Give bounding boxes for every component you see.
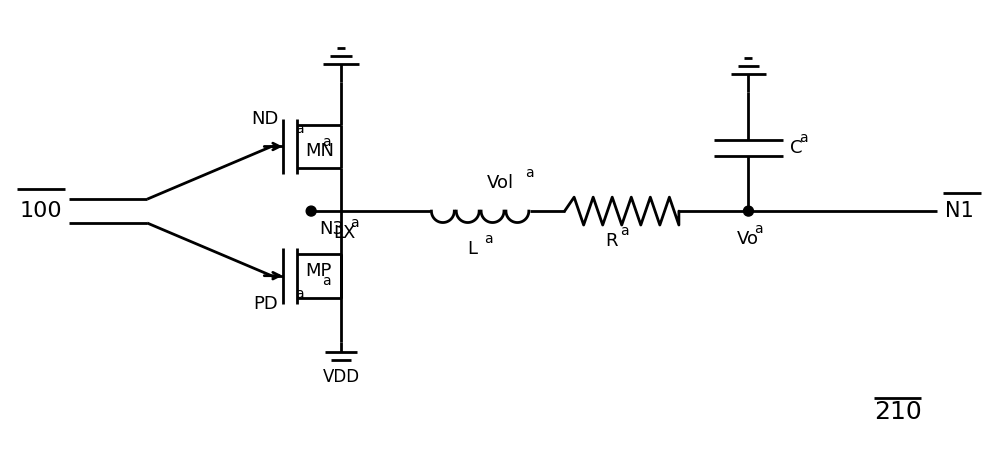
Text: MP: MP [305, 262, 332, 280]
Text: ND: ND [251, 110, 278, 128]
Text: VDD: VDD [322, 368, 360, 386]
Text: 210: 210 [874, 400, 921, 424]
Text: LX: LX [333, 224, 355, 242]
Text: L: L [467, 240, 477, 258]
Text: a: a [525, 166, 534, 180]
Circle shape [743, 206, 753, 216]
Text: R: R [606, 232, 618, 250]
Text: Vol: Vol [486, 174, 514, 192]
Text: a: a [754, 222, 763, 236]
Text: a: a [350, 216, 359, 230]
Text: N1: N1 [945, 201, 974, 221]
Text: a: a [484, 232, 493, 246]
Text: a: a [322, 134, 331, 148]
Text: MN: MN [305, 143, 334, 161]
Text: C: C [790, 139, 803, 157]
Text: 100: 100 [20, 201, 62, 221]
Text: a: a [322, 274, 331, 288]
Text: a: a [295, 286, 304, 300]
Text: a: a [799, 131, 807, 145]
Text: a: a [620, 224, 629, 238]
Text: N3: N3 [319, 220, 344, 238]
Text: a: a [295, 122, 304, 136]
Circle shape [306, 206, 316, 216]
Text: PD: PD [254, 295, 278, 313]
Text: Vo: Vo [737, 230, 759, 248]
